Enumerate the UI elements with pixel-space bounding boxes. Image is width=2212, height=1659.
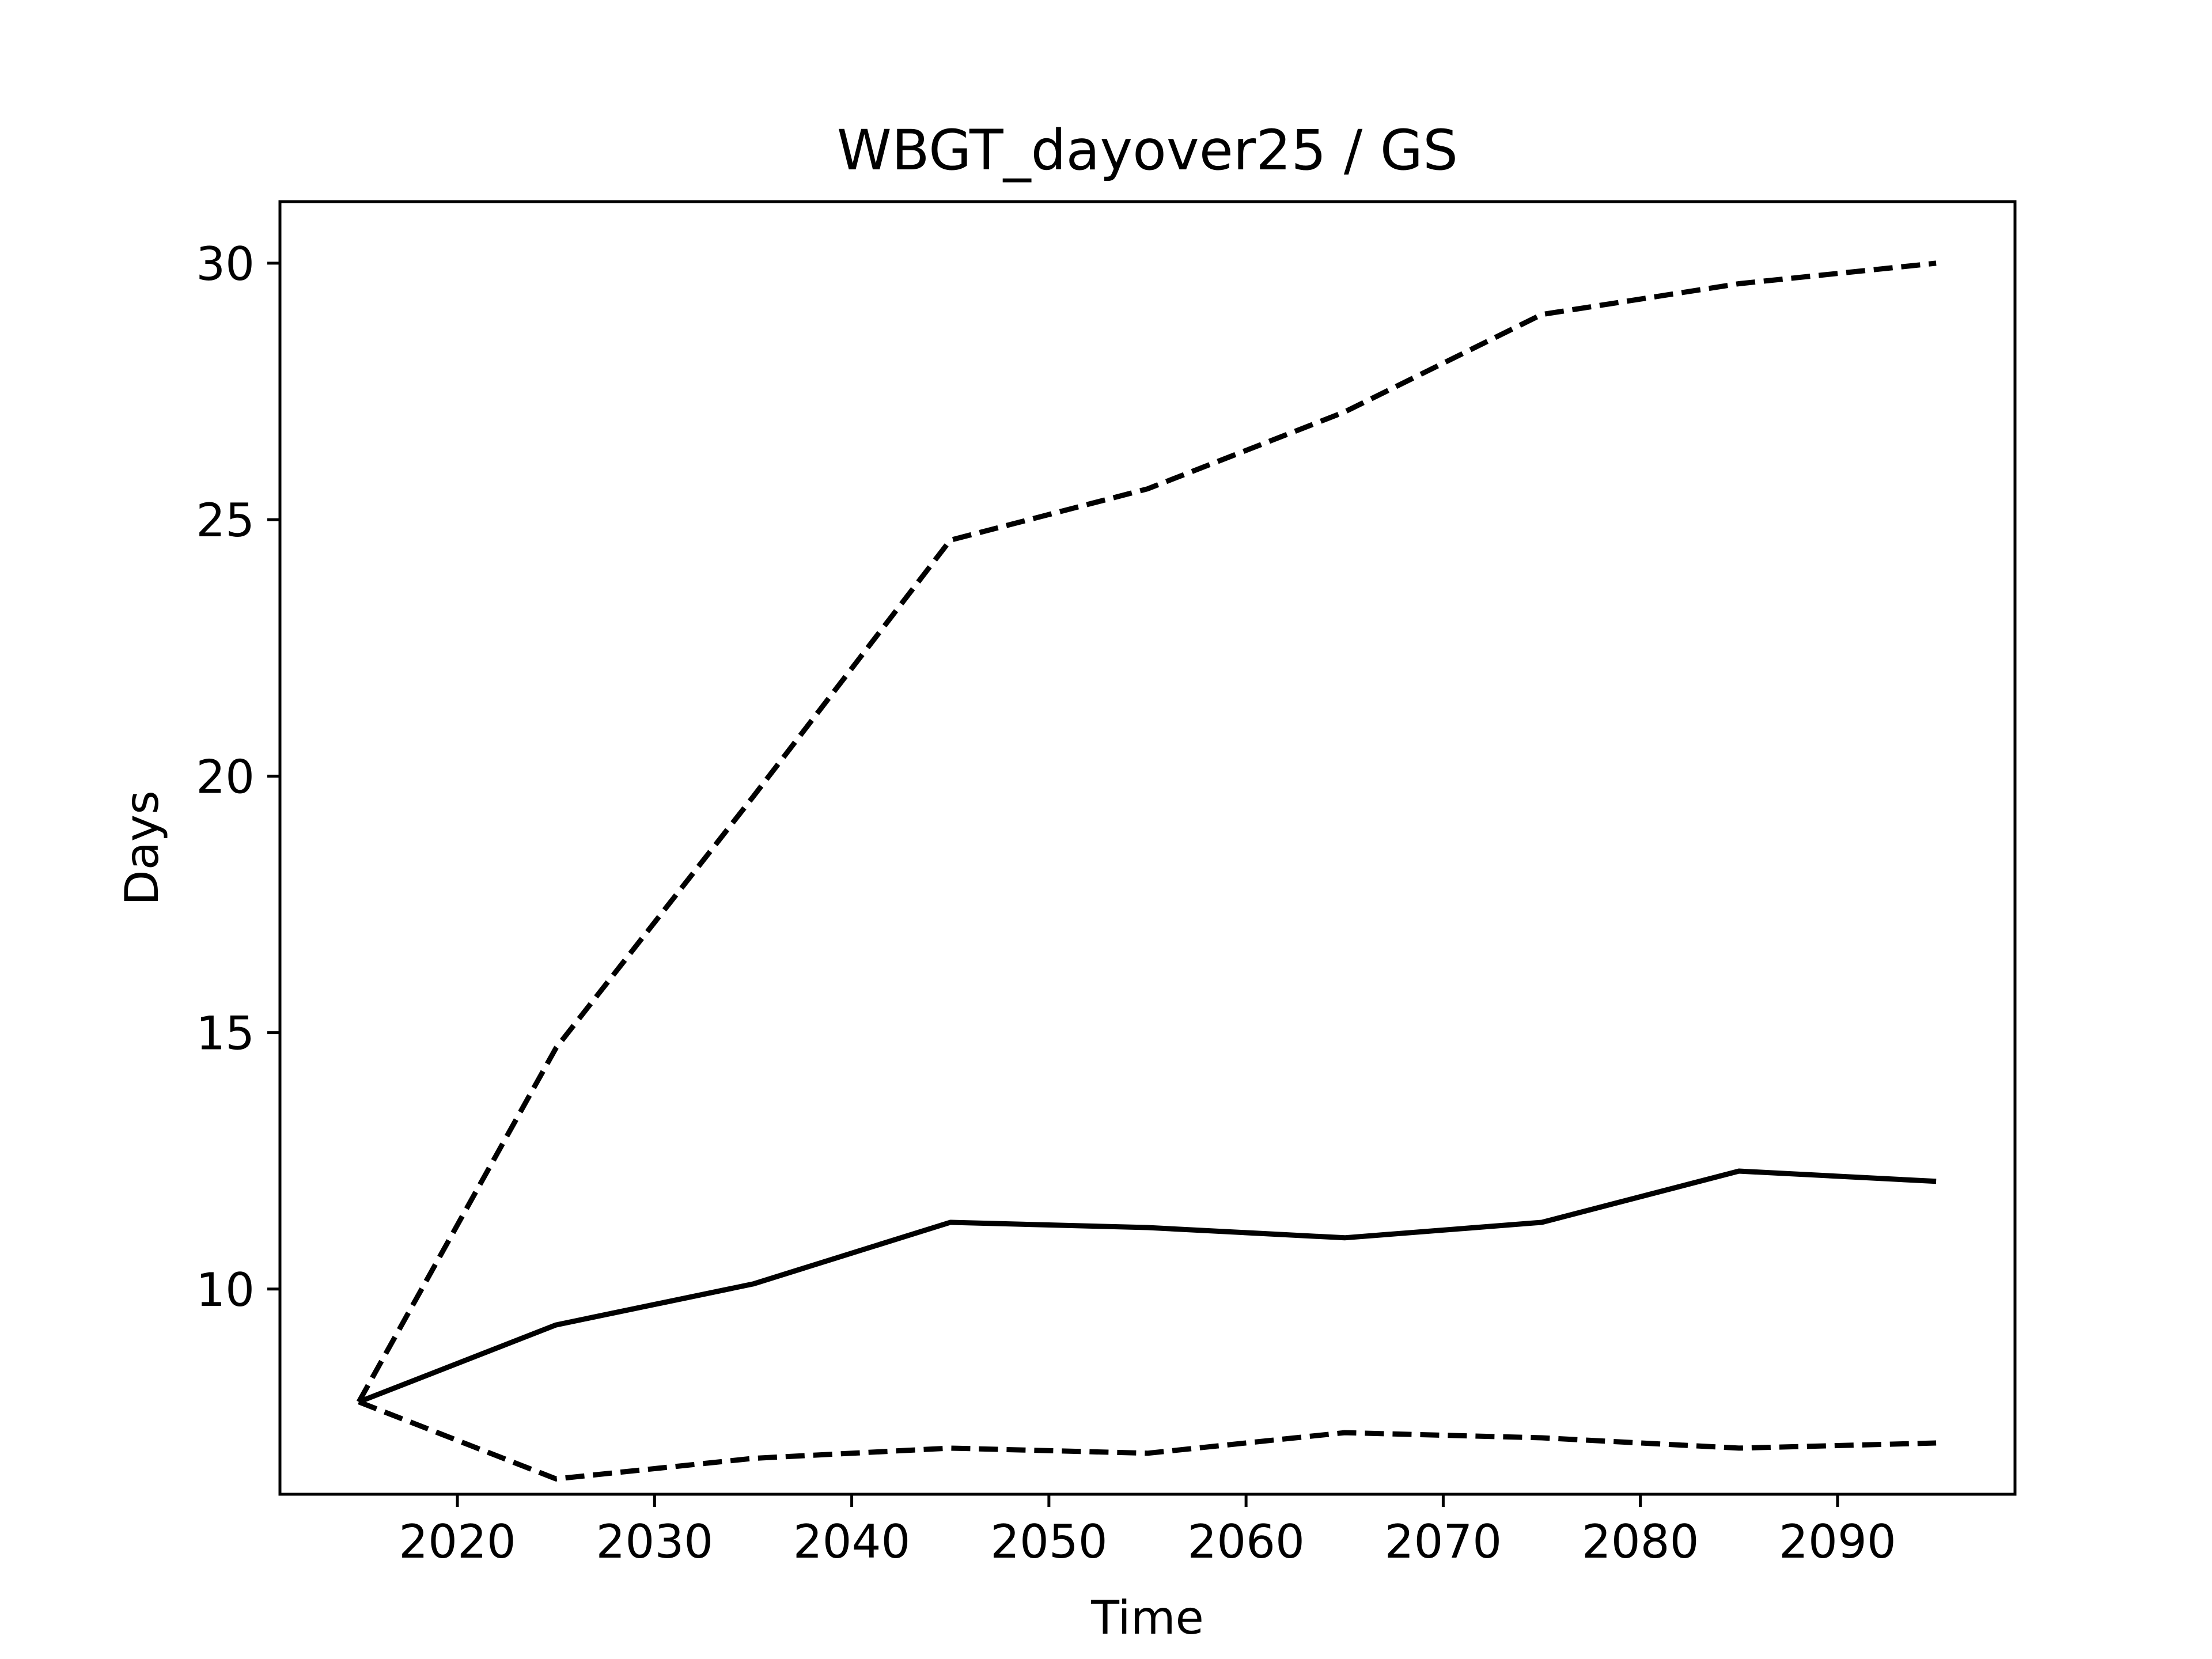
x-tick-label: 2090 bbox=[1779, 1515, 1896, 1569]
x-tick-label: 2030 bbox=[596, 1515, 714, 1569]
x-axis: 2020 2030 2040 2050 2060 2070 2080 2090 bbox=[399, 1494, 1896, 1569]
y-tick-label: 30 bbox=[196, 237, 255, 291]
x-axis-label: Time bbox=[1090, 1591, 1204, 1645]
x-tick-label: 2040 bbox=[793, 1515, 911, 1569]
plot-frame bbox=[278, 200, 2017, 1496]
series-layer bbox=[356, 260, 1937, 1482]
x-tick-label: 2070 bbox=[1385, 1515, 1502, 1569]
y-tick-label: 20 bbox=[196, 750, 255, 804]
series-line-3 bbox=[358, 1399, 1937, 1482]
series-line-2 bbox=[356, 260, 1937, 1403]
x-tick-label: 2080 bbox=[1582, 1515, 1699, 1569]
x-tick-label: 2060 bbox=[1187, 1515, 1305, 1569]
y-tick-label: 25 bbox=[196, 494, 255, 547]
chart-title: WBGT_dayover25 / GS bbox=[837, 118, 1458, 183]
y-tick-label: 10 bbox=[196, 1263, 255, 1317]
x-tick-label: 2050 bbox=[990, 1515, 1108, 1569]
y-axis: 10 15 20 25 30 bbox=[196, 237, 280, 1317]
y-axis-label: Days bbox=[115, 790, 169, 906]
series-line-1 bbox=[358, 1168, 1937, 1404]
y-tick-label: 15 bbox=[196, 1007, 255, 1060]
x-tick-label: 2020 bbox=[399, 1515, 516, 1569]
